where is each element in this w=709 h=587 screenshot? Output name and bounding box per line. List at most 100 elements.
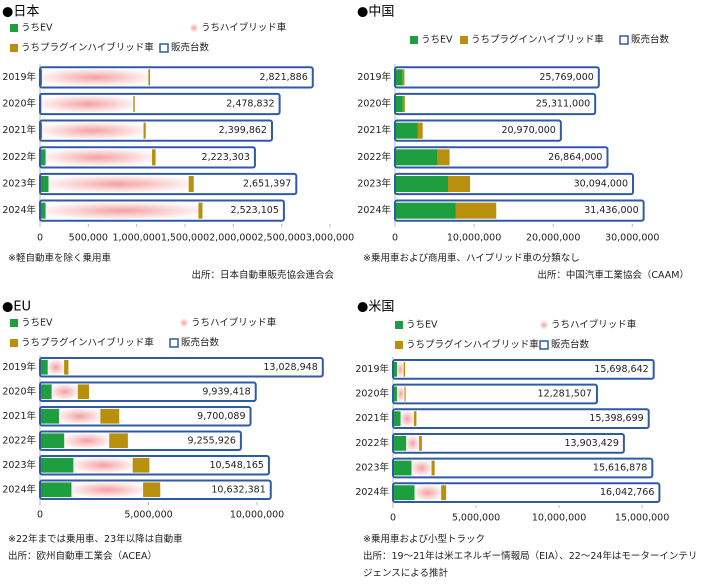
note: 出所：19～21年は米エネルギー情報局（EIA）、22～24年はモーターインテリ… — [363, 551, 698, 579]
value-label: 12,281,507 — [538, 389, 592, 400]
bar-segment — [40, 384, 52, 400]
y-tick-label: 2020年 — [2, 98, 36, 110]
value-label: 13,028,948 — [263, 362, 317, 373]
y-tick-label: 2023年 — [355, 462, 389, 474]
legend-label: うちEV — [421, 35, 453, 46]
legend-swatch — [190, 24, 198, 32]
y-tick-label: 2024年 — [357, 204, 391, 216]
value-label: 15,398,699 — [589, 413, 643, 424]
bar-segment — [395, 122, 418, 139]
value-label: 10,632,381 — [211, 484, 265, 495]
bar-segment — [411, 460, 432, 476]
value-label: 2,478,832 — [226, 99, 274, 110]
bar-segment — [100, 408, 120, 424]
bar-segment — [40, 457, 74, 473]
total-box — [39, 146, 256, 169]
bar-segment — [148, 69, 151, 86]
total-box — [392, 482, 661, 504]
legend-label: 販売台数 — [631, 34, 670, 46]
legend-label: うちプラグインハイブリッド車 — [406, 339, 539, 351]
bar-segment — [109, 433, 128, 449]
bar-segment — [455, 202, 497, 219]
total-box — [39, 381, 257, 403]
y-tick-label: 2022年 — [357, 151, 391, 163]
bar-segment — [45, 149, 153, 166]
y-tick-label: 2021年 — [2, 410, 36, 422]
chart-title: ●米国 — [357, 300, 394, 315]
legend-label: うちEV — [21, 23, 53, 34]
bar-segment — [143, 482, 161, 498]
x-tick-label: 2,000,000 — [209, 233, 257, 244]
bar-segment — [47, 359, 65, 375]
y-tick-label: 2022年 — [2, 151, 36, 163]
value-label: 20,970,000 — [501, 125, 555, 136]
x-tick-label: 20,000,000 — [526, 233, 580, 244]
chart-title: ●日本 — [2, 5, 39, 20]
total-box — [39, 172, 298, 196]
value-label: 31,436,000 — [584, 205, 638, 216]
legend-swatch — [180, 319, 188, 327]
notes: ※軽自動車を除く乗用車 出所：日本自動車販売協会連合会 — [8, 250, 348, 284]
notes: ※22年までは乗用車、23年以降は自動車 出所：欧州自動車工業会（ACEA） — [8, 531, 348, 565]
legend-swatch — [539, 340, 549, 350]
legend-swatch — [619, 35, 629, 45]
legend-label: うちプラグインハイブリッド車 — [21, 337, 154, 349]
bar-segment — [45, 202, 199, 219]
value-label: 16,042,766 — [600, 487, 654, 498]
total-box — [39, 119, 273, 142]
y-tick-label: 2024年 — [2, 204, 36, 216]
bar-segment — [198, 202, 203, 219]
bar-segment — [40, 482, 72, 498]
value-label: 25,769,000 — [539, 72, 593, 83]
y-tick-label: 2024年 — [2, 483, 36, 495]
value-label: 2,821,886 — [259, 72, 307, 83]
bar-segment — [393, 361, 397, 377]
value-label: 10,548,165 — [210, 460, 264, 471]
legend-label: 販売台数 — [551, 339, 590, 351]
bar-segment — [143, 122, 146, 139]
value-label: 2,651,397 — [243, 179, 291, 190]
x-tick-label: 3,000,000 — [306, 233, 354, 244]
total-box — [392, 383, 598, 405]
note: 出所：日本自動車販売協会連合会 — [191, 270, 334, 281]
bar-segment — [71, 482, 144, 498]
value-label: 25,311,000 — [536, 99, 590, 110]
bar-segment — [48, 176, 189, 192]
bar-segment — [437, 149, 450, 166]
total-box — [39, 66, 314, 89]
bar-segment — [393, 386, 397, 402]
total-box — [394, 199, 645, 222]
bar-segment — [393, 411, 401, 427]
legend-label: うちプラグインハイブリッド車 — [471, 34, 604, 46]
x-tick-label: 30,000,000 — [605, 233, 659, 244]
y-tick-label: 2020年 — [355, 388, 389, 400]
value-label: 9,939,418 — [202, 386, 250, 397]
x-tick-label: 10,000,000 — [230, 510, 284, 521]
x-tick-label: 0 — [390, 513, 396, 524]
bar-segment — [64, 359, 69, 375]
legend-swatch — [159, 43, 169, 53]
x-tick-label: 500,000 — [69, 233, 108, 244]
bar-segment — [395, 96, 403, 112]
bar-segment — [77, 384, 90, 400]
bar-segment — [132, 457, 150, 473]
total-box — [39, 92, 281, 116]
value-label: 2,523,105 — [231, 205, 279, 216]
chart-panel: ●EU うちEV うちハイブリッド車 うちプラグインハイブリッド車 販売台数 0 5,000… — [0, 295, 354, 587]
legend-label: うちハイブリッド車 — [191, 317, 277, 329]
bar-segment — [64, 433, 110, 449]
total-box — [39, 430, 242, 452]
y-tick-label: 2019年 — [2, 71, 36, 83]
legend-swatch — [395, 321, 403, 329]
x-tick-label: 0 — [37, 510, 43, 521]
value-label: 2,399,862 — [219, 125, 267, 136]
bar-segment — [133, 96, 135, 112]
x-tick-label: 1,500,000 — [161, 233, 209, 244]
x-tick-label: 0 — [392, 233, 398, 244]
legend-label: うちEV — [21, 318, 53, 329]
bar-segment — [396, 386, 405, 402]
value-label: 15,616,878 — [593, 463, 647, 474]
bar-segment — [42, 122, 144, 139]
